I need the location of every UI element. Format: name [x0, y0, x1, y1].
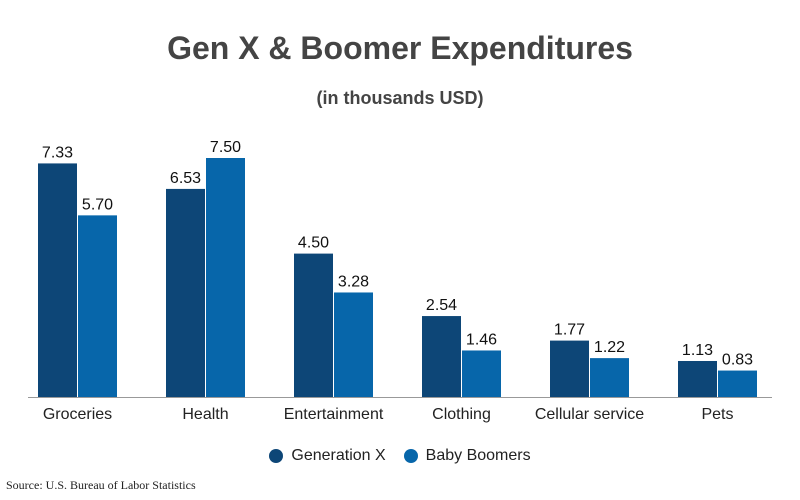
- bar-generation-x-clothing: [422, 316, 461, 397]
- legend-label-generation-x: Generation X: [291, 447, 386, 464]
- x-tick-label-entertainment: Entertainment: [284, 406, 384, 423]
- bar-baby-boomers-groceries: [78, 215, 117, 397]
- chart-title: Gen X & Boomer Expenditures: [167, 30, 633, 66]
- x-tick-label-health: Health: [182, 406, 228, 423]
- legend-swatch-generation-x: [269, 449, 284, 463]
- data-label-baby-boomers-cellular-service: 1.22: [594, 339, 625, 356]
- legend-label-baby-boomers: Baby Boomers: [425, 447, 531, 464]
- legend-item-generation-x: Generation X: [269, 447, 386, 465]
- bar-baby-boomers-clothing: [462, 350, 501, 397]
- bar-baby-boomers-entertainment: [334, 292, 373, 397]
- data-label-generation-x-clothing: 2.54: [426, 297, 457, 314]
- x-tick-label-cellular-service: Cellular service: [535, 406, 644, 423]
- data-label-baby-boomers-entertainment: 3.28: [338, 273, 369, 290]
- x-tick-label-groceries: Groceries: [43, 406, 112, 423]
- data-label-generation-x-entertainment: 4.50: [298, 235, 329, 252]
- data-label-baby-boomers-pets: 0.83: [722, 352, 753, 369]
- data-label-generation-x-groceries: 7.33: [42, 144, 73, 161]
- chart-subtitle: (in thousands USD): [316, 88, 484, 108]
- bar-generation-x-health: [166, 188, 205, 397]
- bar-generation-x-cellular-service: [550, 340, 589, 397]
- legend: Generation X Baby Boomers: [0, 447, 800, 465]
- bar-baby-boomers-pets: [718, 370, 757, 397]
- x-tick-label-pets: Pets: [701, 406, 733, 423]
- legend-swatch-baby-boomers: [403, 449, 418, 463]
- data-label-generation-x-cellular-service: 1.77: [554, 322, 585, 339]
- bar-baby-boomers-cellular-service: [590, 358, 629, 397]
- data-label-generation-x-pets: 1.13: [682, 342, 713, 359]
- bar-generation-x-groceries: [38, 163, 77, 397]
- bar-baby-boomers-health: [206, 158, 245, 397]
- legend-item-baby-boomers: Baby Boomers: [403, 447, 531, 465]
- data-label-baby-boomers-health: 7.50: [210, 139, 241, 156]
- x-tick-label-clothing: Clothing: [432, 406, 491, 423]
- source-note: Source: U.S. Bureau of Labor Statistics: [6, 478, 196, 492]
- bar-generation-x-pets: [678, 360, 717, 397]
- data-label-baby-boomers-groceries: 5.70: [82, 196, 113, 213]
- bar-generation-x-entertainment: [294, 253, 333, 397]
- data-label-generation-x-health: 6.53: [170, 170, 201, 187]
- data-label-baby-boomers-clothing: 1.46: [466, 331, 497, 348]
